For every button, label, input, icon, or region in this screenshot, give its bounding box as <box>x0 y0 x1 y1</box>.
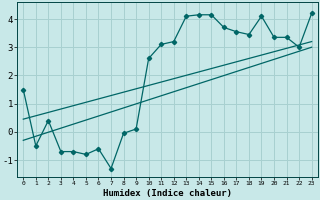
X-axis label: Humidex (Indice chaleur): Humidex (Indice chaleur) <box>103 189 232 198</box>
